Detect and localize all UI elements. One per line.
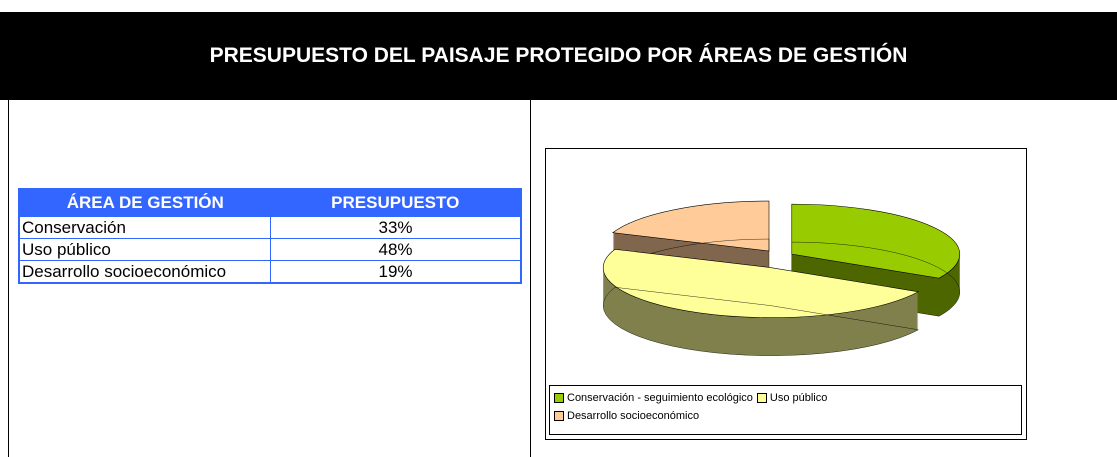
legend-item: Conservación - seguimiento ecológico bbox=[554, 392, 753, 404]
table-body: Conservación 33% Uso público 48% Desarrollo … bbox=[18, 216, 522, 284]
area-name: Conservación bbox=[18, 216, 271, 239]
header-title: PRESUPUESTO DEL PAISAJE PROTEGIDO POR ÁR… bbox=[0, 12, 1117, 100]
area-name: Desarrollo socioeconómico bbox=[18, 260, 271, 284]
slice-top bbox=[791, 203, 961, 279]
legend-label: Uso público bbox=[769, 392, 828, 404]
table-row: Uso público 48% bbox=[18, 238, 522, 261]
column-header: ÁREA DE GESTIÓN bbox=[19, 189, 271, 217]
divider bbox=[530, 100, 531, 457]
column-header: PRESUPUESTO bbox=[270, 189, 521, 217]
budget-value: 48% bbox=[270, 238, 522, 261]
pie-slice bbox=[602, 248, 920, 356]
slice-top bbox=[602, 248, 920, 318]
slice-top bbox=[612, 200, 770, 252]
chart-frame bbox=[545, 148, 1027, 440]
legend-items: Conservación - seguimiento ecológico Uso … bbox=[554, 392, 934, 422]
legend-label: Desarrollo socioeconómico bbox=[567, 410, 700, 422]
table-row: Desarrollo socioeconómico 19% bbox=[18, 260, 522, 284]
budget-value: 33% bbox=[270, 216, 522, 239]
area-name: Uso público bbox=[18, 238, 271, 261]
legend-item: Uso público bbox=[756, 392, 828, 404]
legend: Conservación - seguimiento ecológico Uso … bbox=[549, 385, 1022, 435]
slice-outline bbox=[791, 241, 960, 317]
legend-label: Conservación - seguimiento ecológico bbox=[567, 392, 753, 404]
legend-item: Desarrollo socioeconómico bbox=[554, 410, 699, 422]
left-rule bbox=[8, 100, 9, 457]
budget-table: ÁREA DE GESTIÓN PRESUPUESTO Conservación… bbox=[18, 188, 522, 284]
pie-chart bbox=[602, 200, 961, 356]
legend-swatch bbox=[554, 411, 564, 421]
slice-outline bbox=[602, 287, 920, 356]
legend-swatch bbox=[554, 393, 564, 403]
budget-value: 19% bbox=[270, 260, 522, 284]
header-row: ÁREA DE GESTIÓN PRESUPUESTO bbox=[19, 189, 521, 217]
table-row: Conservación 33% bbox=[18, 216, 522, 239]
legend-swatch bbox=[756, 393, 767, 403]
